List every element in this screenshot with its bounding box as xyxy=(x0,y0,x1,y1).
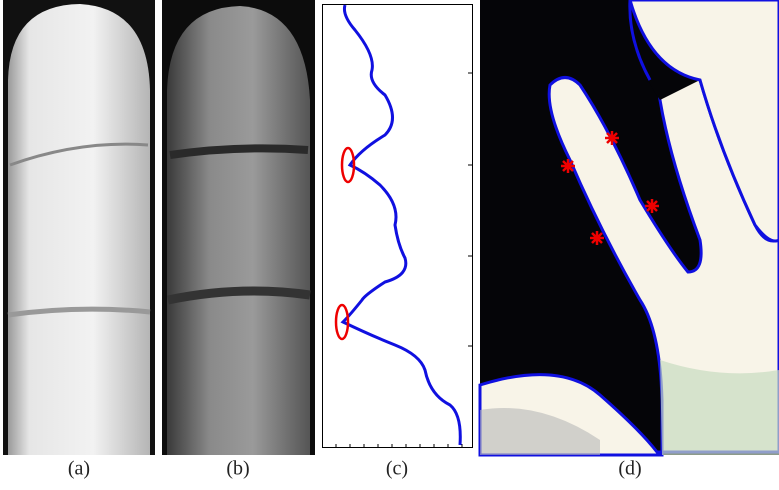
plot-frame xyxy=(323,5,473,448)
panel-a xyxy=(3,0,155,455)
panel-label: (c) xyxy=(386,458,408,480)
panel-label: (b) xyxy=(226,458,249,480)
panel-label: (d) xyxy=(618,458,641,480)
panel-label: (a) xyxy=(68,458,90,480)
panel-c xyxy=(323,5,473,449)
panel-b xyxy=(162,0,315,455)
shadow xyxy=(660,360,779,455)
finger-photo xyxy=(8,4,150,455)
panel-d xyxy=(480,0,779,455)
finger-photo xyxy=(167,6,310,455)
figure: (a) (b) (c) (d) xyxy=(0,0,779,490)
